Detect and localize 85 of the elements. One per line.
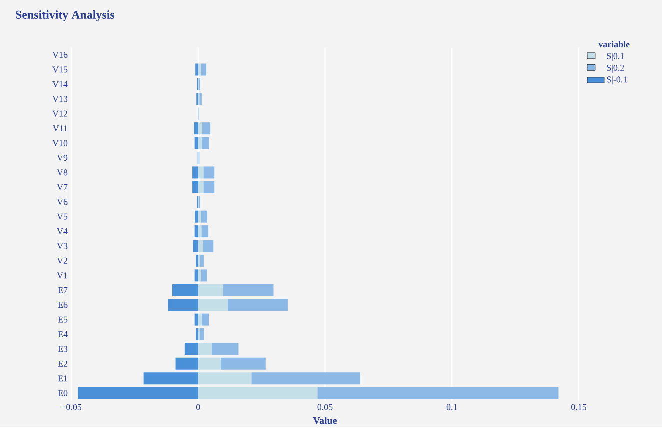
- bar: [201, 64, 206, 76]
- bar: [195, 211, 198, 224]
- bar: [220, 358, 266, 370]
- y-tick-label: E3: [58, 346, 68, 352]
- bar: [198, 372, 252, 385]
- y-tick-label: V8: [57, 170, 68, 176]
- x-tick-label: 0.05: [318, 404, 333, 411]
- bar: [176, 358, 198, 370]
- y-tick-label: E6: [58, 302, 68, 308]
- bar: [78, 388, 198, 400]
- y-tick-label: E0: [58, 390, 68, 397]
- bar: [194, 314, 198, 326]
- x-tick-label: 0.15: [572, 404, 587, 411]
- y-tick-label: V2: [57, 258, 68, 264]
- bar: [194, 270, 198, 282]
- y-tick-label: V4: [57, 228, 68, 235]
- bar: [184, 343, 198, 356]
- bar: [201, 211, 208, 224]
- legend-label: S|0.2: [607, 64, 624, 74]
- bar: [200, 255, 204, 268]
- bar: [212, 343, 239, 356]
- y-tick-label: E1: [58, 376, 68, 382]
- bar: [224, 284, 274, 297]
- x-tick-label: −0.05: [62, 404, 82, 411]
- y-tick-label: V16: [52, 52, 68, 58]
- bar: [192, 166, 198, 179]
- bar: [198, 299, 228, 312]
- bar: [198, 182, 204, 194]
- bar: [198, 240, 204, 252]
- y-tick-label: V15: [52, 66, 68, 74]
- y-tick-label: E4: [58, 332, 68, 338]
- bar: [200, 328, 204, 341]
- y-tick-label: E2: [58, 361, 68, 368]
- bar: [198, 388, 318, 400]
- bar: [198, 138, 202, 150]
- bar: [228, 299, 288, 312]
- bar: [194, 226, 198, 238]
- y-tick-label: E7: [58, 288, 68, 294]
- bar: [204, 182, 215, 194]
- y-tick-label: V10: [52, 140, 68, 147]
- bar: [194, 122, 198, 135]
- legend-label: S|-0.1: [607, 76, 628, 85]
- bar: [192, 182, 198, 194]
- bar: [198, 314, 202, 326]
- y-tick-label: V5: [57, 214, 68, 220]
- y-tick-label: V7: [57, 184, 68, 191]
- bar: [202, 122, 211, 135]
- y-tick-label: V9: [57, 155, 68, 162]
- y-tick-label: V11: [52, 126, 68, 132]
- bar: [168, 299, 198, 312]
- bar: [198, 270, 202, 282]
- bar: [202, 138, 210, 150]
- legend-label: S|0.1: [607, 53, 624, 62]
- y-tick-label: V3: [57, 243, 68, 250]
- bar: [202, 226, 209, 238]
- chart-title: Sensitivity Analysis: [16, 10, 115, 22]
- legend-title: variable: [598, 42, 630, 48]
- y-tick-label: V12: [52, 111, 68, 118]
- y-tick-label: E5: [58, 317, 68, 324]
- bar: [193, 240, 198, 252]
- bar: [318, 388, 559, 400]
- bar: [196, 64, 198, 76]
- x-tick-label: 0.1: [446, 404, 458, 411]
- bar: [201, 270, 208, 282]
- bar: [172, 284, 198, 297]
- bar: [198, 343, 212, 356]
- y-tick-label: V6: [57, 199, 68, 206]
- bar: [198, 226, 202, 238]
- bar: [198, 284, 224, 297]
- x-tick-label: 0: [196, 404, 200, 411]
- bar: [203, 240, 214, 252]
- x-axis-title: Value: [313, 417, 338, 424]
- bar: [198, 211, 202, 224]
- bar: [198, 166, 204, 179]
- bar: [198, 358, 221, 370]
- bar: [204, 166, 215, 179]
- bar: [202, 314, 210, 326]
- bar: [144, 372, 198, 385]
- bar: [252, 372, 360, 385]
- y-tick-label: V13: [52, 96, 68, 102]
- y-tick-label: V1: [57, 272, 68, 279]
- bar: [198, 64, 202, 76]
- bar: [198, 122, 202, 135]
- y-tick-label: V14: [52, 82, 68, 88]
- bar: [194, 138, 198, 150]
